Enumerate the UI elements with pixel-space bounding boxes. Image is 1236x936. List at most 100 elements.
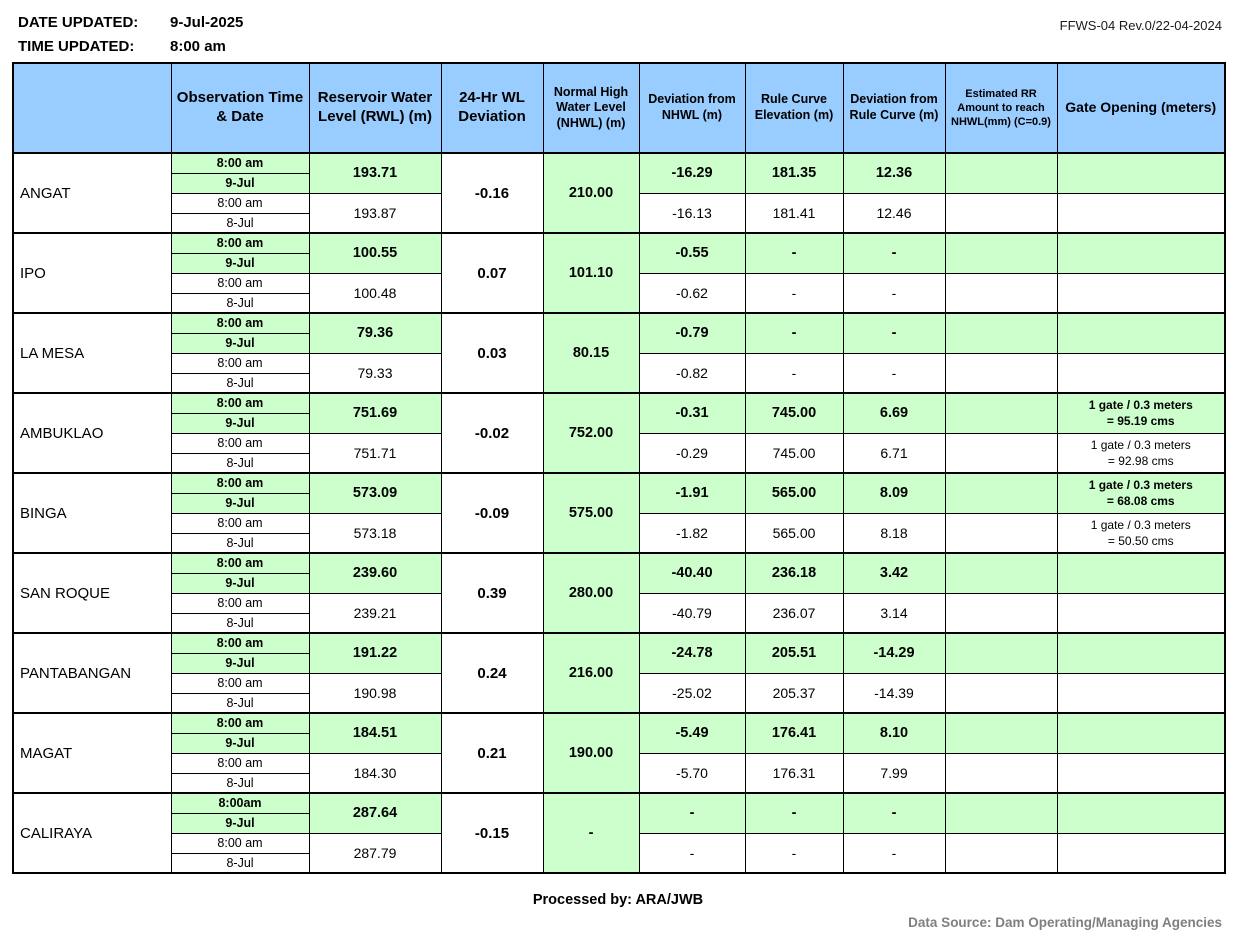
dev-rule-curve-previous: 12.46 [842,192,946,234]
nhwl: 575.00 [542,472,640,554]
wl-deviation-24hr: -0.02 [440,392,544,474]
obs-time-current: 8:00 am [170,472,310,494]
obs-date-current: 9-Jul [170,172,310,194]
rwl-previous: 79.33 [308,352,442,394]
dev-rule-curve-previous: - [842,272,946,314]
est-rr-previous [944,592,1058,634]
dev-nhwl-current: -1.91 [638,472,746,514]
dam-block-row-previous-date: 8-Jul [13,612,1225,634]
est-rr-previous [944,272,1058,314]
obs-time-current: 8:00 am [170,152,310,174]
dev-nhwl-current: -16.29 [638,152,746,194]
wl-deviation-24hr: -0.16 [440,152,544,234]
rwl-previous: 193.87 [308,192,442,234]
dam-block-row-previous-date: 8-Jul [13,692,1225,714]
rule-curve-previous: 565.00 [744,512,844,554]
dev-nhwl-current: -0.55 [638,232,746,274]
gate-previous [1056,592,1226,634]
dev-rule-curve-current: 12.36 [842,152,946,194]
nhwl: 210.00 [542,152,640,234]
nhwl: 101.10 [542,232,640,314]
dev-rule-curve-current: 3.42 [842,552,946,594]
obs-time-current: 8:00 am [170,232,310,254]
gate-previous: 1 gate / 0.3 meters = 92.98 cms [1056,432,1226,474]
dev-rule-curve-current: - [842,312,946,354]
dam-block-row-current-time: AMBUKLAO 8:00 am 751.69 -0.02 752.00 -0.… [12,392,1226,474]
est-rr-current [944,552,1058,594]
rwl-current: 239.60 [308,552,442,594]
obs-date-current: 9-Jul [170,412,310,434]
rule-curve-current: 236.18 [744,552,844,594]
dam-block-row-previous-time: 8:00 am 193.87 -16.13 181.41 12.46 [13,192,1226,234]
dev-nhwl-current: - [638,792,746,834]
rwl-current: 193.71 [308,152,442,194]
date-updated-label: DATE UPDATED: [18,14,139,31]
dam-block-row-previous-time: 8:00 am 190.98 -25.02 205.37 -14.39 [13,672,1226,714]
dev-nhwl-previous: -40.79 [638,592,746,634]
dam-block-row-current-date: 9-Jul [13,412,1225,434]
column-header-dev-rule-curve: Deviation from Rule Curve (m) [842,62,946,154]
obs-date-current: 9-Jul [170,572,310,594]
dam-name: SAN ROQUE [12,552,172,634]
time-updated-value: 8:00 am [170,38,226,55]
obs-time-previous: 8:00 am [170,512,310,534]
dev-nhwl-previous: -1.82 [638,512,746,554]
obs-date-previous: 8-Jul [170,452,310,474]
dam-block-row-previous-date: 8-Jul [13,852,1225,874]
dev-rule-curve-current: 8.09 [842,472,946,514]
est-rr-current [944,792,1058,834]
dam-block-row-previous-date: 8-Jul [13,372,1225,394]
gate-previous [1056,832,1226,874]
rule-curve-current: - [744,312,844,354]
nhwl: 190.00 [542,712,640,794]
gate-previous [1056,352,1226,394]
data-source: Data Source: Dam Operating/Managing Agen… [908,915,1222,930]
dam-name: MAGAT [12,712,172,794]
rwl-previous: 287.79 [308,832,442,874]
dam-block-row-previous-time: 8:00 am 239.21 -40.79 236.07 3.14 [13,592,1226,634]
obs-time-current: 8:00 am [170,312,310,334]
obs-date-current: 9-Jul [170,732,310,754]
rule-curve-previous: 176.31 [744,752,844,794]
obs-date-previous: 8-Jul [170,612,310,634]
column-header-rwl: Reservoir Water Level (RWL) (m) [308,62,442,154]
dam-monitoring-table: Observation Time & Date Reservoir Water … [12,62,1226,874]
table-header-row: Observation Time & Date Reservoir Water … [12,62,1226,154]
gate-current [1056,152,1226,194]
column-header-observation: Observation Time & Date [170,62,310,154]
rule-curve-previous: - [744,352,844,394]
dev-nhwl-previous: -0.29 [638,432,746,474]
obs-time-previous: 8:00 am [170,352,310,374]
dam-block-row-previous-date: 8-Jul [13,292,1225,314]
est-rr-current [944,472,1058,514]
nhwl: 752.00 [542,392,640,474]
rule-curve-previous: 745.00 [744,432,844,474]
dam-name: ANGAT [12,152,172,234]
obs-date-previous: 8-Jul [170,532,310,554]
nhwl: - [542,792,640,874]
dam-block-row-previous-date: 8-Jul [13,212,1225,234]
gate-current: 1 gate / 0.3 meters = 68.08 cms [1056,472,1226,514]
column-header-dam [12,62,172,154]
est-rr-previous [944,832,1058,874]
est-rr-current [944,632,1058,674]
dam-block-row-current-time: CALIRAYA 8:00am 287.64 -0.15 - - - - [12,792,1226,874]
obs-date-previous: 8-Jul [170,692,310,714]
dam-block-row-previous-time: 8:00 am 100.48 -0.62 - - [13,272,1226,314]
obs-time-previous: 8:00 am [170,832,310,854]
rwl-current: 100.55 [308,232,442,274]
dam-name: BINGA [12,472,172,554]
dev-nhwl-previous: -5.70 [638,752,746,794]
dam-block-row-current-date: 9-Jul [13,172,1225,194]
obs-date-current: 9-Jul [170,332,310,354]
dam-block-row-current-date: 9-Jul [13,812,1225,834]
report-topbar: DATE UPDATED: 9-Jul-2025 TIME UPDATED: 8… [0,0,1236,62]
wl-deviation-24hr: 0.24 [440,632,544,714]
dam-block-row-current-date: 9-Jul [13,732,1225,754]
dev-nhwl-previous: -25.02 [638,672,746,714]
gate-previous: 1 gate / 0.3 meters = 50.50 cms [1056,512,1226,554]
rwl-previous: 573.18 [308,512,442,554]
rule-curve-current: - [744,792,844,834]
dev-rule-curve-previous: 3.14 [842,592,946,634]
dev-rule-curve-current: - [842,792,946,834]
